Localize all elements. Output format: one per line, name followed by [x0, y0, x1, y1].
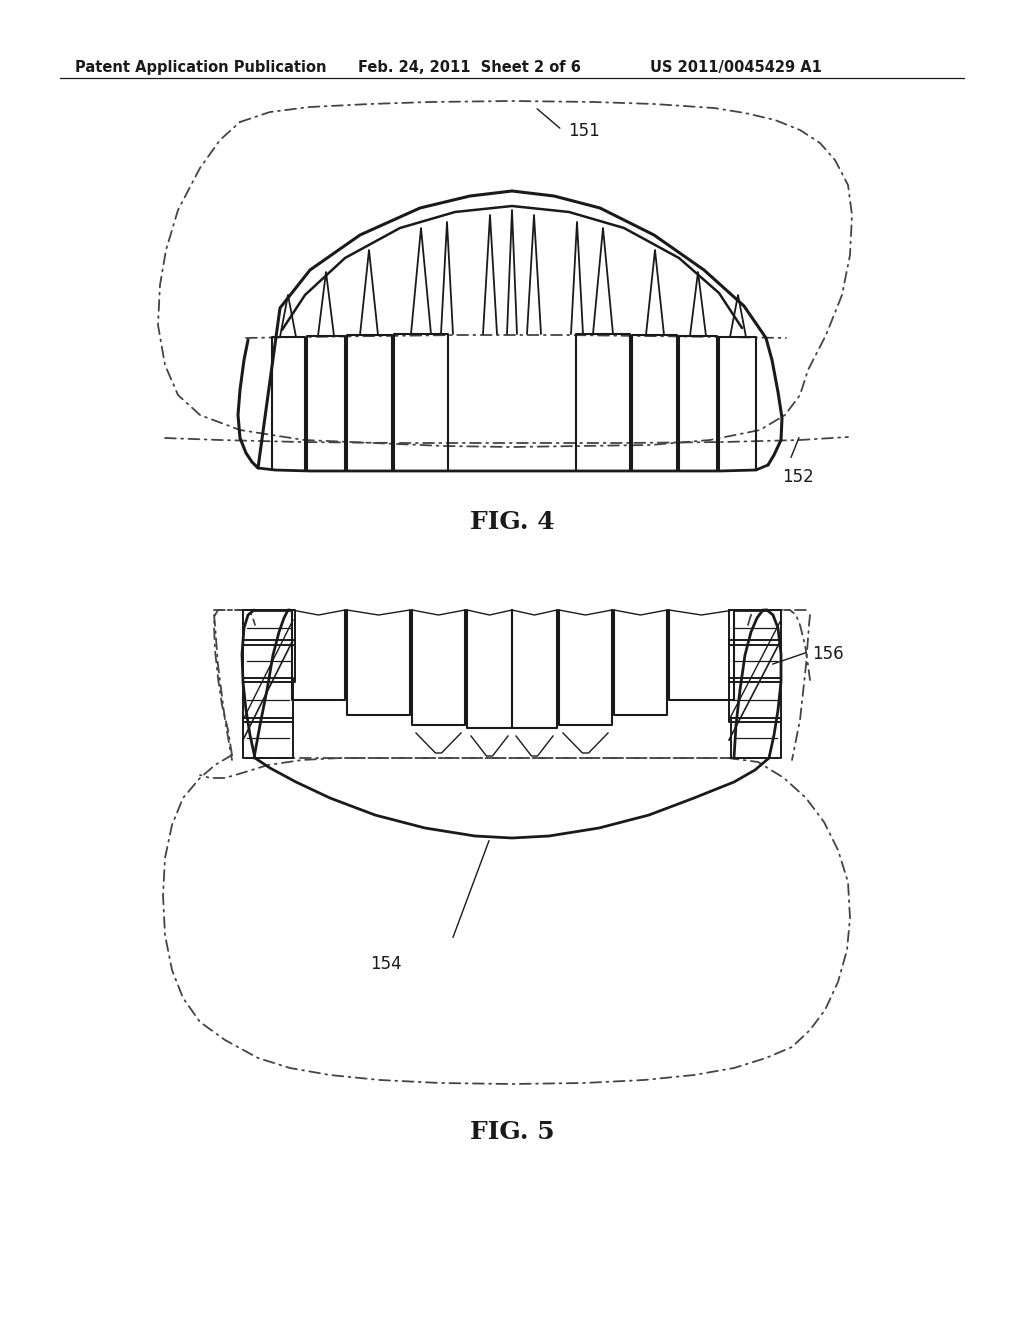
Text: FIG. 5: FIG. 5	[470, 1119, 554, 1144]
Text: 156: 156	[812, 645, 844, 663]
Text: 151: 151	[568, 121, 600, 140]
Text: Feb. 24, 2011  Sheet 2 of 6: Feb. 24, 2011 Sheet 2 of 6	[358, 59, 581, 75]
Text: Patent Application Publication: Patent Application Publication	[75, 59, 327, 75]
Text: 152: 152	[782, 469, 814, 486]
Text: US 2011/0045429 A1: US 2011/0045429 A1	[650, 59, 822, 75]
Text: 154: 154	[370, 954, 401, 973]
Text: FIG. 4: FIG. 4	[470, 510, 554, 535]
